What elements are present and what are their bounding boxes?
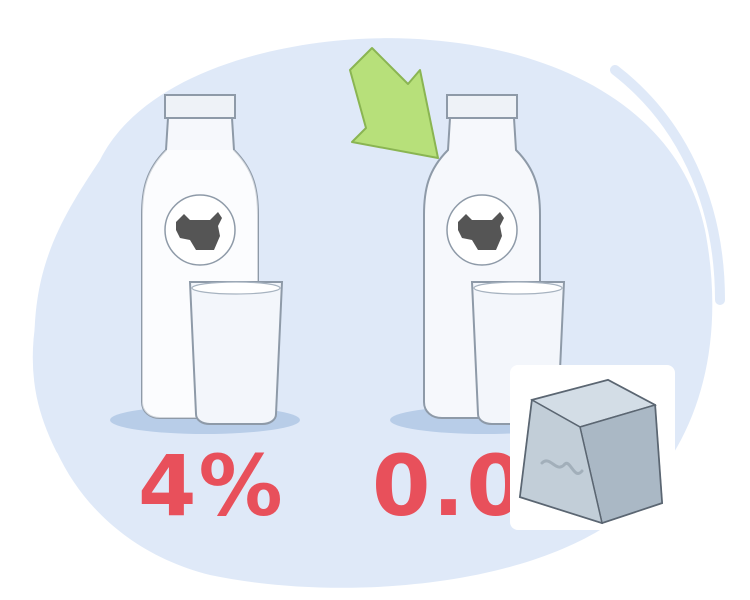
fat-percentage-label-left: 4% (138, 437, 285, 535)
keycap-icon (518, 378, 664, 525)
cow-icon (176, 212, 222, 250)
left-milk-glass (188, 281, 284, 425)
cow-icon (458, 212, 504, 250)
keycap-overlay (510, 365, 675, 530)
fat-percentage-label-right: 0.0 (372, 437, 527, 535)
arrow-down-right-icon (349, 47, 439, 159)
